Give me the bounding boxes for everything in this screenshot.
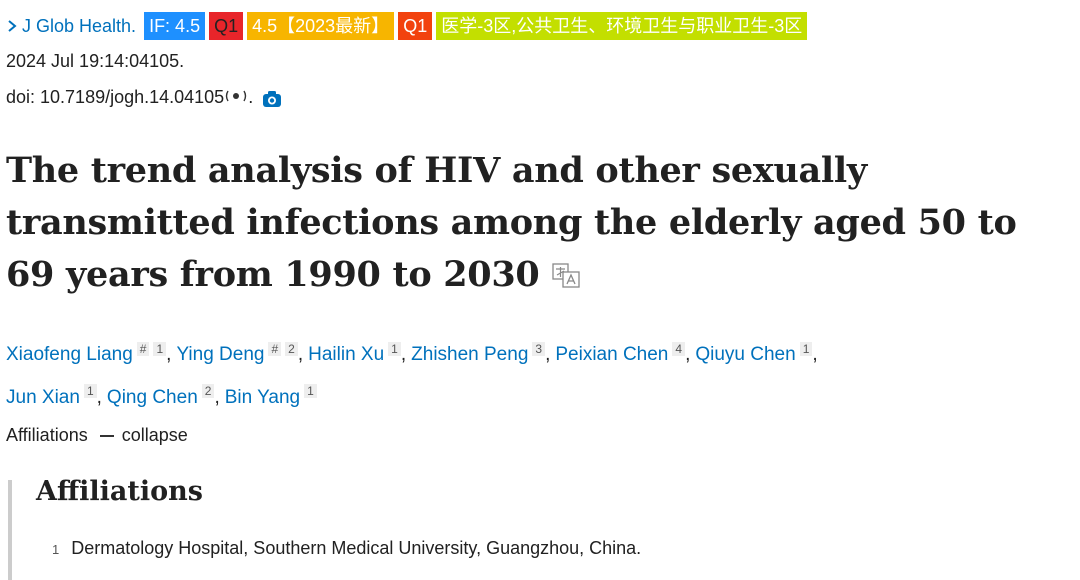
translate-icon[interactable] [551,260,583,288]
doi-suffix: . [248,87,254,107]
separator: , [685,344,691,366]
doi-line: doi: 10.7189/jogh.14.04105 . [6,87,283,108]
author-list: Xiaofeng Liang #1, Ying Deng #2, Hailin Xu 1,… [6,331,1056,416]
affiliation-ref[interactable]: 1 [83,384,97,399]
separator: , [297,344,304,366]
journal-name[interactable]: J Glob Health. [22,15,137,36]
author-name[interactable]: Xiaofeng Liang [6,344,133,366]
author-name[interactable]: Hailin Xu [308,344,385,366]
affiliation-ref[interactable]: 1 [799,342,813,356]
author-entry: Qing Chen 2, [106,384,225,408]
author-entry: Bin Yang 1 [224,384,317,408]
quartile-badge: Q1 [209,12,244,40]
affiliation-ref[interactable]: 3 [532,342,546,356]
title-text: The trend analysis of HIV and other sexu… [6,150,1017,295]
affiliations-box: Affiliations 1 Dermatology Hospital, Sout… [8,476,1072,580]
equal-contrib-mark[interactable]: # [268,342,282,356]
author-entry: Qiuyu Chen 1, [695,342,822,366]
author-entry: Jun Xian 1, [6,384,107,408]
separator: , [812,344,818,366]
chevron-icon [8,20,17,32]
affiliation-ref[interactable]: 1 [388,342,401,356]
affiliations-toggle[interactable]: Affiliations collapse [6,425,188,446]
journal-line: J Glob Health. IF: 4.5 Q1 4.5【2023最新】 Q1… [6,12,811,40]
author-entry: Hailin Xu 1, [308,342,411,366]
minus-icon [99,434,114,437]
quartile-badge: Q1 [398,12,433,40]
affiliations-heading: Affiliations [36,476,203,507]
signal-icon [226,90,247,101]
affiliation-ref[interactable]: 1 [153,342,167,356]
toggle-label: Affiliations [6,425,88,445]
equal-contrib-mark[interactable]: # [136,342,150,356]
doi[interactable]: doi: 10.7189/jogh.14.04105 [6,87,225,107]
separator: , [400,344,407,366]
toggle-action[interactable]: collapse [121,425,188,445]
affiliation-item: 1 Dermatology Hospital, Southern Medical … [52,538,641,559]
affiliation-ref[interactable]: 1 [304,384,317,399]
article-title: The trend analysis of HIV and other sexu… [6,145,1056,301]
author-name[interactable]: Jun Xian [6,386,80,408]
author-entry: Ying Deng #2, [176,342,308,366]
author-name[interactable]: Qiuyu Chen [695,344,796,366]
year-badge: 4.5【2023最新】 [247,12,395,40]
affiliation-number: 1 [52,542,60,557]
author-name[interactable]: Bin Yang [224,386,301,408]
author-name[interactable]: Peixian Chen [555,344,669,366]
impact-badge: IF: 4.5 [144,12,206,40]
author-entry: Zhishen Peng 3, [411,342,555,366]
author-entry: Xiaofeng Liang #1, [6,342,176,366]
zone-badge: 医学-3区,公共卫生、环境卫生与职业卫生-3区 [436,12,808,40]
camera-icon[interactable] [253,88,283,108]
separator: , [545,344,551,366]
separator: , [96,386,102,408]
affiliation-ref[interactable]: 2 [285,342,298,356]
separator: , [166,344,172,366]
affiliation-text: Dermatology Hospital, Southern Medical U… [71,538,642,558]
author-entry: Peixian Chen 4, [555,342,695,366]
author-name[interactable]: Ying Deng [176,344,265,366]
affiliation-ref[interactable]: 4 [672,342,686,356]
author-name[interactable]: Zhishen Peng [411,344,529,366]
affiliation-ref[interactable]: 2 [201,384,215,399]
author-name[interactable]: Qing Chen [106,386,198,408]
separator: , [214,386,220,408]
pub-date: 2024 Jul 19:14:04105. [6,51,185,71]
